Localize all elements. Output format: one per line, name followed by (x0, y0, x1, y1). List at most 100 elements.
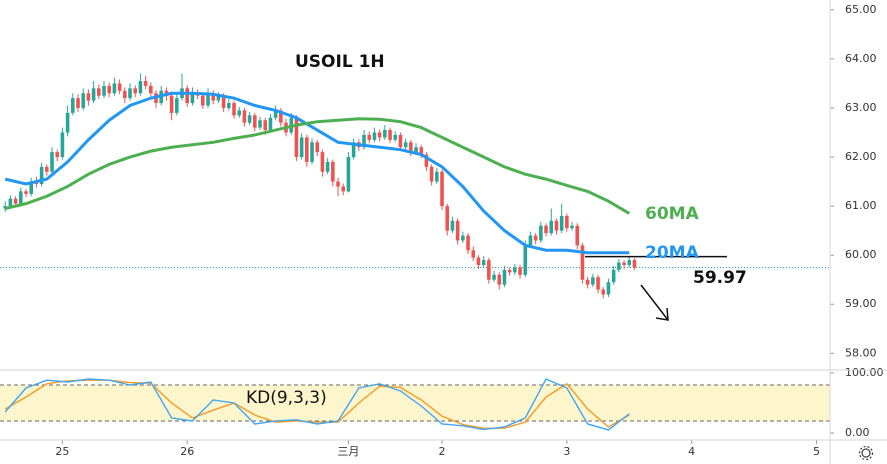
candle-body (596, 277, 600, 290)
candle-body (294, 117, 299, 158)
candle-body (502, 269, 507, 285)
candle-body (440, 171, 444, 207)
candle-body (388, 130, 392, 140)
candle-body (585, 279, 590, 285)
y-tick-label: 62.00 (845, 150, 877, 163)
candle-body (29, 181, 34, 194)
candle-body (13, 198, 18, 204)
candle-body (143, 80, 148, 86)
candle-body (575, 225, 580, 246)
candle-body (221, 95, 226, 108)
candle-body (216, 95, 221, 101)
ma60-label: 60MA (645, 204, 700, 224)
candle-body (492, 274, 496, 280)
candle-body (253, 115, 257, 128)
x-tick-label: 26 (180, 445, 194, 458)
candle-body (513, 267, 517, 273)
candle-body (606, 282, 611, 295)
candle-body (149, 85, 153, 94)
candle-body (601, 289, 606, 295)
candle-body (367, 134, 372, 140)
settings-icon[interactable] (858, 445, 874, 461)
candle-body (466, 235, 470, 251)
ma-line (4, 117, 631, 215)
x-tick-label: 2 (439, 445, 446, 458)
candle-body (455, 220, 460, 241)
x-tick-label: 三月 (337, 445, 359, 458)
candle-body (362, 134, 366, 148)
y-tick-label: 64.00 (845, 52, 877, 65)
y-tick-label: 63.00 (845, 101, 877, 114)
candle-body (19, 191, 23, 204)
x-tick-label: 25 (55, 445, 69, 458)
candle-body (336, 181, 340, 187)
candle-body (138, 80, 143, 94)
candle-body (123, 90, 127, 99)
chart-title: USOIL 1H (295, 52, 385, 72)
candle-body (346, 157, 351, 192)
candle-body (570, 225, 574, 229)
y-tick-label: 65.00 (845, 3, 877, 16)
candle-body (622, 262, 626, 265)
candle-body (533, 235, 538, 241)
candle-body (554, 220, 559, 231)
kd-title: KD(9,3,3) (246, 388, 327, 408)
y-tick-label: 61.00 (845, 199, 877, 212)
candle-body (102, 85, 106, 96)
candle-body (476, 257, 481, 265)
level-label: 59.97 (693, 268, 747, 288)
y-tick-label: 60.00 (845, 248, 877, 261)
candle-body (201, 95, 205, 106)
candle-body (117, 83, 122, 91)
candle-body (445, 206, 450, 231)
candle-body (65, 112, 70, 133)
candle-body (632, 260, 637, 268)
kd-tick-label: 100.00 (845, 366, 884, 379)
candle-body (227, 103, 231, 108)
candle-body (128, 88, 132, 99)
candle-body (331, 161, 335, 182)
candle-body (507, 269, 512, 273)
candle-body (190, 93, 195, 104)
y-tick-label: 58.00 (845, 346, 877, 359)
candle-body (81, 93, 86, 108)
candle-body (315, 142, 320, 153)
candle-body (55, 152, 60, 158)
candle-body (409, 142, 413, 153)
candle-body (393, 134, 398, 140)
candle-body (247, 115, 252, 123)
candle-body (237, 110, 242, 116)
candle-body (341, 186, 346, 192)
candle-body (39, 166, 44, 185)
candle-body (107, 85, 112, 94)
candle-body (450, 220, 455, 231)
candle-body (471, 250, 476, 258)
ma20-label: 20MA (645, 243, 700, 263)
candle-body (372, 132, 377, 140)
candle-body (232, 103, 236, 116)
candle-body (611, 269, 616, 283)
candle-body (50, 152, 54, 172)
candle-body (76, 98, 80, 108)
kd-band (0, 384, 830, 421)
candle-body (86, 93, 91, 101)
candle-body (206, 93, 210, 106)
candle-body (383, 130, 387, 138)
x-tick-label: 5 (813, 445, 820, 458)
candle-body (268, 117, 273, 131)
kd-tick-label: 0.00 (845, 426, 870, 439)
candle-body (60, 132, 65, 158)
plot-area: 65.00 64.00 63.00 62.00 61.00 60.00 59.00 58.00… (0, 3, 884, 458)
candle-body (435, 171, 439, 182)
candle-body (97, 88, 101, 96)
candle-body (175, 98, 179, 113)
candle-body (24, 191, 28, 194)
candle-body (580, 245, 585, 280)
kd-line (4, 378, 630, 431)
candle-body (310, 142, 314, 162)
candle-body (487, 260, 491, 280)
candle-body (242, 110, 247, 123)
candle-body (169, 95, 174, 113)
